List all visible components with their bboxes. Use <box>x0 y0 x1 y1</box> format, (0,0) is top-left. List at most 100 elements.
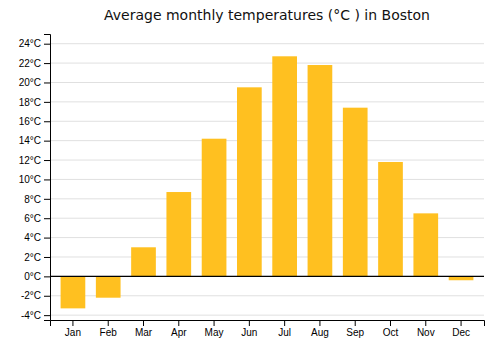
y-tick-label: 2°C <box>24 252 41 263</box>
x-tick-mark <box>72 320 73 326</box>
y-tick: 8°C <box>24 194 50 205</box>
x-tick: Apr <box>171 320 187 338</box>
x-tick: Mar <box>135 320 153 338</box>
x-tick-mark <box>355 320 356 326</box>
y-tick-label: 24°C <box>19 38 41 49</box>
x-axis-line <box>51 321 485 327</box>
y-tick-label: 8°C <box>24 194 41 205</box>
x-tick-label: May <box>205 327 224 338</box>
grid <box>50 44 484 315</box>
bar <box>96 276 121 297</box>
x-tick: Jul <box>278 320 291 338</box>
grid-line <box>50 63 484 64</box>
y-tick: 12°C <box>19 155 50 166</box>
x-tick-label: Feb <box>100 327 118 338</box>
y-tick-label: 20°C <box>19 77 41 88</box>
x-tick: May <box>205 320 224 338</box>
y-tick-label: 22°C <box>19 58 41 69</box>
y-tick-label: -4°C <box>21 310 41 321</box>
x-tick: Sep <box>346 320 364 338</box>
x-tick: Feb <box>100 320 118 338</box>
x-tick-label: Apr <box>171 327 187 338</box>
title: Average monthly temperatures (°C ) in Bo… <box>104 7 430 23</box>
x-tick-mark <box>143 320 144 326</box>
y-tick: 4°C <box>24 232 50 243</box>
y-tick: 22°C <box>19 58 50 69</box>
bar <box>413 213 438 276</box>
bar <box>272 56 297 276</box>
y-tick-label: 4°C <box>24 232 41 243</box>
x-tick-mark <box>319 320 320 326</box>
y-axis-line <box>44 35 51 321</box>
y-tick: -4°C <box>21 310 50 321</box>
grid-line <box>50 121 484 122</box>
bars <box>50 56 484 308</box>
x-tick-mark <box>284 320 285 326</box>
grid-line <box>50 315 484 316</box>
x-tick-mark <box>390 320 391 326</box>
y-tick: 14°C <box>19 135 50 146</box>
y-tick-label: 12°C <box>19 155 41 166</box>
grid-line <box>50 101 484 102</box>
grid-line <box>50 198 484 199</box>
y-tick: 0°C <box>24 271 50 282</box>
x-tick-mark <box>108 320 109 326</box>
bar <box>202 139 227 277</box>
x-tick: Aug <box>311 320 329 338</box>
x-tick-label: Nov <box>417 327 435 338</box>
y-tick-mark <box>44 199 50 200</box>
y-tick: 10°C <box>19 174 50 185</box>
x-tick: Jun <box>241 320 257 338</box>
x-tick-label: Dec <box>452 327 470 338</box>
x-tick-label: Oct <box>383 327 399 338</box>
y-tick-label: 10°C <box>19 174 41 185</box>
x-tick-label: Mar <box>135 327 153 338</box>
y-tick-mark <box>44 296 50 297</box>
y-tick: 18°C <box>19 97 50 108</box>
x-tick: Jan <box>65 320 81 338</box>
bar <box>61 276 86 308</box>
x-tick-label: Aug <box>311 327 329 338</box>
grid-line <box>50 276 484 277</box>
bar <box>166 192 191 276</box>
x-tick-mark <box>461 320 462 326</box>
bar <box>308 65 333 276</box>
chart: -4°C -2°C 0°C 2°C 4°C 6°C 8°C 10°C 12°C 14°C 16°C 1… <box>0 0 500 350</box>
y-tick-mark <box>44 102 50 103</box>
x-tick: Dec <box>452 320 470 338</box>
bar <box>131 247 156 276</box>
x-tick-label: Jan <box>65 327 81 338</box>
grid-line <box>50 179 484 180</box>
y-tick-label: 18°C <box>19 97 41 108</box>
x-axis: Jan Feb Mar Apr May Jun Jul Aug Sep Oct Nov Dec <box>51 320 485 338</box>
x-tick-label: Sep <box>346 327 364 338</box>
grid-line <box>50 43 484 44</box>
y-tick-mark <box>44 160 50 161</box>
x-tick-label: Jun <box>241 327 257 338</box>
y-tick-mark <box>44 257 50 258</box>
y-tick: 16°C <box>19 116 50 127</box>
y-tick-mark <box>44 315 50 316</box>
zero-line <box>50 276 484 277</box>
y-tick-label: 0°C <box>24 271 41 282</box>
y-tick: 6°C <box>24 213 50 224</box>
grid-line <box>50 140 484 141</box>
y-tick-mark <box>44 141 50 142</box>
plot: -4°C -2°C 0°C 2°C 4°C 6°C 8°C 10°C 12°C 14°C 16°C 1… <box>19 35 485 339</box>
x-tick: Oct <box>383 320 399 338</box>
y-tick-mark <box>44 82 50 83</box>
y-axis: -4°C -2°C 0°C 2°C 4°C 6°C 8°C 10°C 12°C 14°C 16°C 1… <box>19 35 51 321</box>
y-tick-label: 14°C <box>19 135 41 146</box>
y-tick: -2°C <box>21 290 50 301</box>
y-tick: 2°C <box>24 252 50 263</box>
bar <box>237 87 262 276</box>
y-tick-mark <box>44 121 50 122</box>
y-tick-mark <box>44 179 50 180</box>
grid-line <box>50 160 484 161</box>
x-tick-label: Jul <box>278 327 291 338</box>
y-tick: 24°C <box>19 38 50 49</box>
y-tick-mark <box>44 238 50 239</box>
x-tick-mark <box>249 320 250 326</box>
y-tick-label: 6°C <box>24 213 41 224</box>
y-tick-mark <box>44 63 50 64</box>
